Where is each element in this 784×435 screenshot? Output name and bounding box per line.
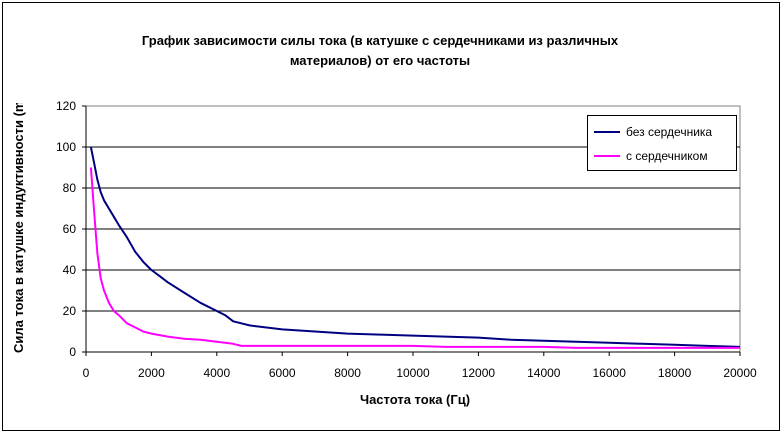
legend-item-series-2: с сердечником bbox=[594, 147, 708, 165]
x-tick-label-4000: 4000 bbox=[203, 366, 230, 380]
series-line-1 bbox=[89, 146, 741, 348]
chart-title: График зависимости силы тока (в катушке … bbox=[141, 33, 619, 68]
y-axis-label: Сила тока в катушке индуктивности (mA) bbox=[11, 103, 26, 353]
x-tick-label-8000: 8000 bbox=[334, 366, 361, 380]
x-tick-label-12000: 12000 bbox=[462, 366, 496, 380]
series-line-2 bbox=[89, 167, 740, 349]
y-tick-label-60: 60 bbox=[63, 222, 77, 236]
y-tick-label-20: 20 bbox=[63, 304, 77, 318]
x-tick-label-14000: 14000 bbox=[527, 366, 561, 380]
legend-label-series-2: с сердечником bbox=[626, 149, 708, 163]
legend: без сердечника с сердечником bbox=[587, 115, 737, 171]
y-tick-label-0: 0 bbox=[69, 345, 76, 359]
x-tick-label-18000: 18000 bbox=[658, 366, 692, 380]
x-tick-label-10000: 10000 bbox=[396, 366, 430, 380]
x-tick-label-16000: 16000 bbox=[593, 366, 627, 380]
legend-swatch-series-1 bbox=[594, 130, 620, 133]
y-axis-ticks: 0 20 40 60 80 100 120 bbox=[56, 99, 86, 359]
x-tick-label-2000: 2000 bbox=[138, 366, 165, 380]
data-series bbox=[89, 146, 741, 349]
x-tick-label-6000: 6000 bbox=[269, 366, 296, 380]
y-tick-label-40: 40 bbox=[63, 263, 77, 277]
legend-swatch-series-2 bbox=[594, 154, 620, 157]
x-tick-label-20000: 20000 bbox=[723, 366, 757, 380]
x-axis-ticks: 0 2000 4000 6000 8000 10000 12000 14000 16000 180… bbox=[83, 352, 757, 380]
y-tick-label-100: 100 bbox=[56, 140, 76, 154]
x-axis-label: Частота тока (Гц) bbox=[359, 392, 471, 407]
y-tick-label-120: 120 bbox=[56, 99, 76, 113]
legend-label-series-1: без сердечника bbox=[626, 125, 713, 139]
y-tick-label-80: 80 bbox=[63, 181, 77, 195]
x-tick-label-0: 0 bbox=[83, 366, 90, 380]
legend-item-series-1: без сердечника bbox=[594, 123, 712, 141]
